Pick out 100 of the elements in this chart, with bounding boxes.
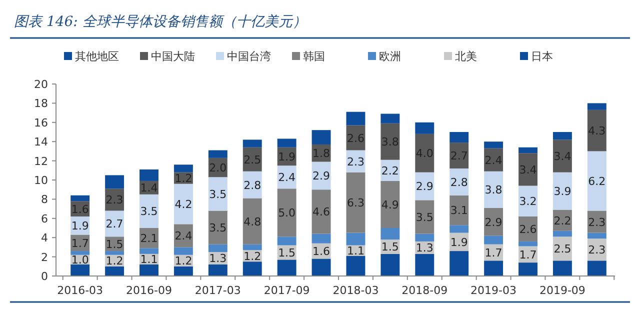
bar — [70, 195, 90, 202]
data-label: 1.2 — [174, 254, 192, 268]
y-tick-label: 0 — [41, 270, 48, 283]
bar — [346, 112, 366, 126]
data-label: 1.6 — [71, 202, 89, 216]
bar — [346, 232, 366, 246]
bar — [380, 114, 400, 124]
bar — [587, 103, 606, 110]
bar — [174, 184, 193, 224]
bar — [105, 251, 124, 255]
y-tick-label: 6 — [41, 212, 48, 226]
x-tick-label: 2018-03 — [332, 284, 379, 297]
data-label: 4.9 — [381, 198, 399, 212]
bar — [415, 200, 434, 234]
bar — [380, 123, 400, 160]
data-label: 3.8 — [381, 136, 399, 149]
data-label: 5.0 — [278, 206, 296, 220]
bar — [105, 210, 124, 237]
x-tick-label: 2016-09 — [126, 284, 172, 297]
legend-label: 欧洲 — [379, 50, 401, 63]
bar — [312, 234, 331, 244]
bar — [450, 195, 469, 226]
data-label: 4.2 — [174, 198, 192, 211]
data-label: 4.0 — [416, 147, 434, 160]
data-label: 2.9 — [416, 180, 434, 194]
data-label: 6.3 — [346, 196, 364, 210]
y-tick-label: 12 — [34, 154, 48, 168]
bar — [518, 147, 538, 154]
bar — [450, 132, 469, 143]
bar — [587, 232, 606, 239]
bar — [277, 236, 296, 246]
y-tick-label: 8 — [41, 193, 48, 206]
bar — [450, 225, 469, 233]
data-label: 2.5 — [554, 242, 572, 256]
bar — [140, 169, 158, 181]
bar — [346, 256, 366, 276]
bar — [587, 151, 606, 211]
data-label: 1.1 — [140, 253, 158, 266]
data-label: 1.2 — [244, 250, 262, 263]
bar — [552, 260, 572, 276]
data-label: 1.5 — [278, 246, 296, 260]
y-tick-label: 2 — [41, 250, 48, 264]
data-label: 2.6 — [346, 132, 364, 145]
bar — [484, 260, 504, 276]
bar — [208, 264, 228, 276]
bar — [552, 140, 572, 172]
y-tick-label: 16 — [34, 116, 48, 130]
data-label: 2.4 — [278, 171, 296, 184]
data-label: 1.3 — [209, 252, 227, 266]
bar — [484, 236, 504, 244]
bar — [140, 264, 158, 276]
data-label: 3.4 — [554, 150, 572, 163]
bar — [380, 254, 400, 276]
legend-label: 其他地区 — [75, 50, 119, 63]
data-label: 2.1 — [140, 232, 158, 246]
data-label: 1.5 — [106, 238, 124, 251]
data-label: 3.5 — [209, 222, 227, 235]
chart-title: 图表 146: 全球半导体设备销售额（十亿美元） — [14, 14, 306, 30]
bar — [208, 210, 228, 244]
data-label: 1.6 — [312, 245, 330, 258]
bar — [518, 262, 538, 276]
bar — [242, 140, 262, 148]
bar — [208, 177, 228, 211]
legend-label: 中国台湾 — [227, 50, 271, 63]
bar — [518, 241, 538, 246]
legend-label: 北美 — [455, 50, 477, 63]
bar — [415, 234, 434, 242]
bar — [518, 186, 538, 216]
bar — [518, 153, 538, 186]
x-tick-label: 2019-09 — [539, 284, 586, 297]
data-label: 3.4 — [519, 163, 537, 176]
bar — [70, 264, 90, 276]
bar — [242, 198, 262, 244]
bar — [450, 251, 469, 276]
data-label: 4.6 — [312, 206, 330, 219]
bar — [140, 248, 158, 254]
data-label: 2.0 — [209, 162, 227, 175]
bar — [277, 260, 296, 276]
data-label: 1.3 — [416, 242, 434, 255]
data-label: 1.9 — [450, 236, 468, 249]
data-label: 4.8 — [244, 215, 262, 228]
bar — [312, 258, 331, 276]
bar — [380, 180, 400, 228]
data-label: 2.9 — [484, 216, 502, 229]
data-label: 3.1 — [450, 204, 468, 218]
bar — [140, 194, 158, 228]
bar — [312, 130, 331, 144]
data-label: 3.2 — [519, 195, 537, 208]
y-tick-label: 18 — [34, 97, 48, 110]
data-label: 3.8 — [484, 184, 502, 197]
data-label: 1.7 — [71, 236, 89, 250]
bar — [552, 230, 572, 237]
data-label: 2.7 — [106, 218, 124, 231]
bar — [484, 171, 504, 208]
bar — [346, 172, 366, 233]
data-label: 1.2 — [106, 254, 124, 268]
data-label: 2.9 — [312, 170, 330, 183]
bar — [277, 138, 296, 148]
data-label: 2.7 — [450, 150, 468, 163]
y-tick-label: 14 — [34, 136, 48, 149]
